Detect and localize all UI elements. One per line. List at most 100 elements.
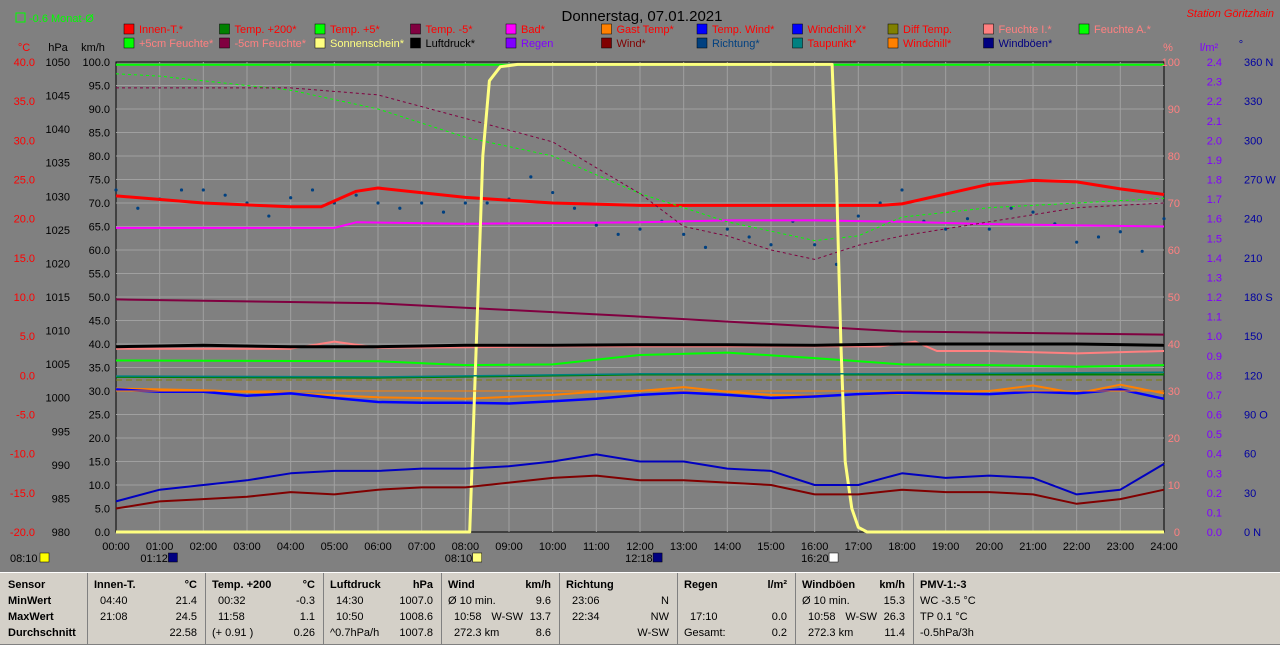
summary-time: 272.3 km <box>808 627 854 639</box>
x-tick-label: 20:00 <box>976 541 1004 553</box>
y-tick-label-pressure: 1040 <box>46 124 70 136</box>
summary-col-pmv: PMV-1:-3 WC -3.5 °C TP 0.1 °C -0.5hPa/3h <box>914 573 1280 645</box>
summary-time: 17:10 <box>690 611 718 623</box>
legend-swatch <box>601 37 612 49</box>
legend-swatch <box>983 37 994 49</box>
y-tick-label-direction: 30 <box>1244 488 1256 500</box>
summary-title: Wind <box>448 579 475 591</box>
y-tick-label-rain: 1.4 <box>1207 253 1222 265</box>
legend-swatch <box>696 23 708 35</box>
summary-col-luftdruck: Luftdruck hPa 14:30 1007.0 10:50 1008.6 ^0.… <box>324 573 442 645</box>
summary-value: 1007.8 <box>399 627 433 639</box>
y-tick-label-wind: 35.0 <box>89 363 110 375</box>
y-tick-label-temp: 30.0 <box>14 135 35 147</box>
axis-unit-pressure: hPa <box>48 42 68 54</box>
y-tick-label-humidity: 20 <box>1168 433 1180 445</box>
summary-unit: °C <box>184 579 197 591</box>
direction-point <box>223 193 227 197</box>
y-tick-label-wind: 45.0 <box>89 316 110 328</box>
x-tick-label: 10:00 <box>539 541 567 553</box>
summary-col-windboeen: Windböen km/h Ø 10 min. 15.3 10:58 W-SW 26.3… <box>796 573 914 645</box>
summary-value: WC -3.5 °C <box>920 595 976 607</box>
direction-point <box>267 214 271 218</box>
y-tick-label-wind: 5.0 <box>95 504 110 516</box>
direction-point <box>878 201 882 205</box>
summary-unit: km/h <box>525 579 551 591</box>
summary-col-regen: Regen l/m² 17:10 0.0 Gesamt: 0.2 <box>678 573 796 645</box>
direction-point <box>1031 210 1035 214</box>
y-tick-label-direction: 300 <box>1244 135 1262 147</box>
legend-swatch <box>887 23 899 35</box>
legend-label: Windchill X* <box>808 24 867 36</box>
summary-value: 21.4 <box>175 595 197 607</box>
series-line <box>115 351 1165 368</box>
y-tick-label-humidity: 90 <box>1168 104 1180 116</box>
y-tick-label-rain: 0.0 <box>1207 527 1222 539</box>
summary-direction: W-SW <box>491 611 523 623</box>
direction-point <box>376 201 380 205</box>
summary-value: TP 0.1 °C <box>920 611 968 623</box>
legend-label: Temp. -5* <box>426 24 474 36</box>
y-tick-label-direction: 90 O <box>1244 410 1268 422</box>
y-tick-label-humidity: 70 <box>1168 198 1180 210</box>
legend-swatch <box>314 23 326 35</box>
x-tick-label: 06:00 <box>364 541 392 553</box>
series-line <box>116 87 1165 260</box>
legend-swatch <box>696 37 708 49</box>
y-tick-label-temp: 0.0 <box>20 370 35 382</box>
direction-point <box>136 206 140 210</box>
trend-icon <box>15 12 26 23</box>
summary-value: 1.1 <box>299 611 315 623</box>
legend: Innen-T.* Temp. +200* Temp. +5* Temp. -5* Ba… <box>123 23 1152 50</box>
summary-value: NW <box>650 611 669 623</box>
summary-time: Ø 10 min. <box>802 595 850 607</box>
legend-label: Temp. +5* <box>330 24 381 36</box>
direction-point <box>114 188 118 192</box>
y-tick-label-pressure: 995 <box>52 426 70 438</box>
summary-value: 1007.0 <box>399 595 433 607</box>
y-tick-label-direction: 0 N <box>1244 527 1261 539</box>
summary-value: -0.3 <box>296 595 315 607</box>
marker-icon <box>39 552 50 563</box>
x-tick-label: 13:00 <box>670 541 698 553</box>
summary-time: 272.3 km <box>454 627 500 639</box>
y-tick-label-direction: 120 <box>1244 370 1262 382</box>
legend-swatch <box>505 23 517 35</box>
y-tick-label-temp: -20.0 <box>10 527 35 539</box>
direction-point <box>572 206 577 210</box>
y-tick-label-wind: 90.0 <box>89 104 110 116</box>
y-tick-label-pressure: 1035 <box>46 158 70 170</box>
series-line <box>115 342 1165 349</box>
summary-value: 9.6 <box>535 595 551 607</box>
summary-value: 26.3 <box>883 611 905 623</box>
summary-col-temp200: Temp. +200 °C 00:32 -0.3 11:58 1.1 (+ 0.91 … <box>206 573 324 645</box>
legend-label: Diff Temp. <box>903 24 952 36</box>
y-tick-label-direction: 150 <box>1244 331 1262 343</box>
summary-value: N <box>661 595 669 607</box>
direction-point <box>1009 206 1013 210</box>
y-tick-label-rain: 0.8 <box>1207 370 1222 382</box>
y-tick-label-humidity: 100 <box>1162 57 1180 69</box>
y-tick-label-pressure: 1050 <box>46 57 70 69</box>
x-tick-label: 11:00 <box>583 541 610 553</box>
y-tick-label-humidity: 40 <box>1168 339 1180 351</box>
summary-value: 1008.6 <box>399 611 433 623</box>
y-tick-label-rain: 0.9 <box>1207 351 1222 363</box>
y-tick-label-wind: 80.0 <box>89 151 110 163</box>
direction-point <box>725 227 729 231</box>
summary-time: 21:08 <box>100 611 128 623</box>
marker-label: 01:12 <box>140 553 168 565</box>
y-tick-label-humidity: 0 <box>1174 527 1180 539</box>
y-tick-label-pressure: 1020 <box>46 258 70 270</box>
y-tick-label-direction: 360 N <box>1244 57 1273 69</box>
legend-label: Windchill* <box>903 38 952 50</box>
summary-time: Ø 10 min. <box>448 595 496 607</box>
series-line <box>115 474 1165 510</box>
y-tick-label-rain: 2.2 <box>1207 96 1222 108</box>
series-line <box>115 178 1165 209</box>
y-tick-label-rain: 2.4 <box>1207 57 1222 69</box>
direction-point <box>485 201 489 205</box>
summary-value: 11.4 <box>884 627 905 639</box>
x-tick-label: 04:00 <box>277 541 305 553</box>
marker-label: 16:20 <box>801 553 829 565</box>
